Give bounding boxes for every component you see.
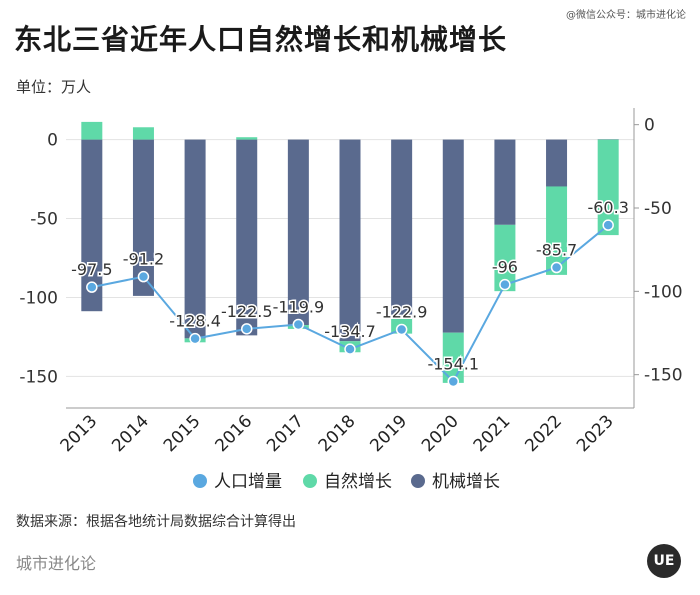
right-tick-label: -100	[644, 282, 683, 302]
x-tick-label: 2017	[263, 411, 308, 456]
legend-label: 机械增长	[432, 472, 500, 492]
line-point	[550, 261, 563, 274]
line-point	[189, 332, 201, 345]
legend-marker	[411, 474, 425, 488]
legend-marker	[193, 474, 207, 488]
bar-mechanical	[546, 139, 568, 187]
bar-mechanical	[494, 139, 516, 225]
x-tick-label: 2023	[573, 411, 618, 456]
bar-mechanical	[236, 139, 258, 336]
data-label: -60.3	[587, 198, 628, 217]
left-tick-label: -50	[30, 210, 58, 230]
right-tick-label: -50	[644, 199, 672, 219]
unit-label: 单位：万人	[16, 78, 92, 96]
bar-mechanical	[287, 139, 309, 326]
data-source: 数据来源：根据各地统计局数据综合计算得出	[16, 514, 296, 530]
x-tick-label: 2013	[57, 411, 102, 456]
brand-logo: UE	[647, 544, 681, 578]
left-tick-label: -150	[19, 367, 58, 387]
right-tick-label: -150	[644, 366, 683, 386]
line-point	[137, 270, 150, 283]
bar-natural	[597, 139, 619, 236]
data-label: -97.5	[71, 260, 112, 279]
data-label: -85.7	[536, 241, 577, 260]
x-tick-label: 2019	[366, 411, 411, 456]
watermark-text: @微信公众号：城市进化论	[566, 10, 686, 21]
chart: 0 -50 -100 -150 0 -50 -100 -150 2013 2014 2015 2016…	[19, 108, 683, 492]
data-label: -154.1	[427, 355, 479, 374]
legend-marker	[303, 474, 317, 488]
data-label: -119.9	[273, 298, 325, 317]
bar-mechanical	[184, 139, 206, 339]
left-tick-label: 0	[47, 131, 58, 151]
brand-name: 城市进化论	[16, 554, 97, 573]
line-point	[240, 323, 253, 335]
line-point	[86, 281, 98, 293]
x-tick-label: 2015	[160, 411, 205, 456]
data-label: -122.9	[376, 303, 428, 322]
line-point	[499, 278, 511, 291]
data-label: -91.2	[123, 250, 164, 269]
right-tick-label: 0	[644, 116, 655, 136]
data-label: -128.4	[169, 312, 221, 331]
bar-mechanical	[597, 139, 619, 140]
x-tick-label: 2021	[470, 411, 515, 456]
bar-natural	[546, 186, 568, 275]
x-tick-label: 2020	[418, 411, 463, 456]
legend-label: 人口增量	[214, 472, 282, 492]
left-tick-label: -100	[19, 288, 58, 308]
line-point	[447, 375, 460, 388]
x-tick-label: 2016	[212, 411, 257, 456]
bar-mechanical	[339, 139, 361, 342]
bar-natural	[132, 127, 154, 140]
data-label: -96	[492, 258, 518, 277]
x-tick-label: 2014	[108, 411, 153, 456]
line-point	[395, 323, 408, 336]
bar-mechanical	[391, 139, 413, 319]
line-point	[344, 343, 356, 355]
x-tick-label: 2018	[315, 411, 360, 456]
bar-mechanical	[132, 139, 154, 296]
bar-natural	[81, 121, 103, 140]
line-point	[602, 219, 614, 231]
bar-natural	[236, 137, 258, 140]
bar-natural	[494, 224, 516, 292]
data-label: -122.5	[221, 302, 273, 321]
line-point	[292, 318, 305, 331]
chart-title: 东北三省近年人口自然增长和机械增长	[14, 23, 508, 56]
data-label: -134.7	[324, 322, 376, 341]
legend-label: 自然增长	[324, 472, 392, 492]
bar-mechanical	[81, 139, 103, 312]
bar-mechanical	[442, 139, 464, 333]
x-tick-label: 2022	[521, 411, 566, 456]
